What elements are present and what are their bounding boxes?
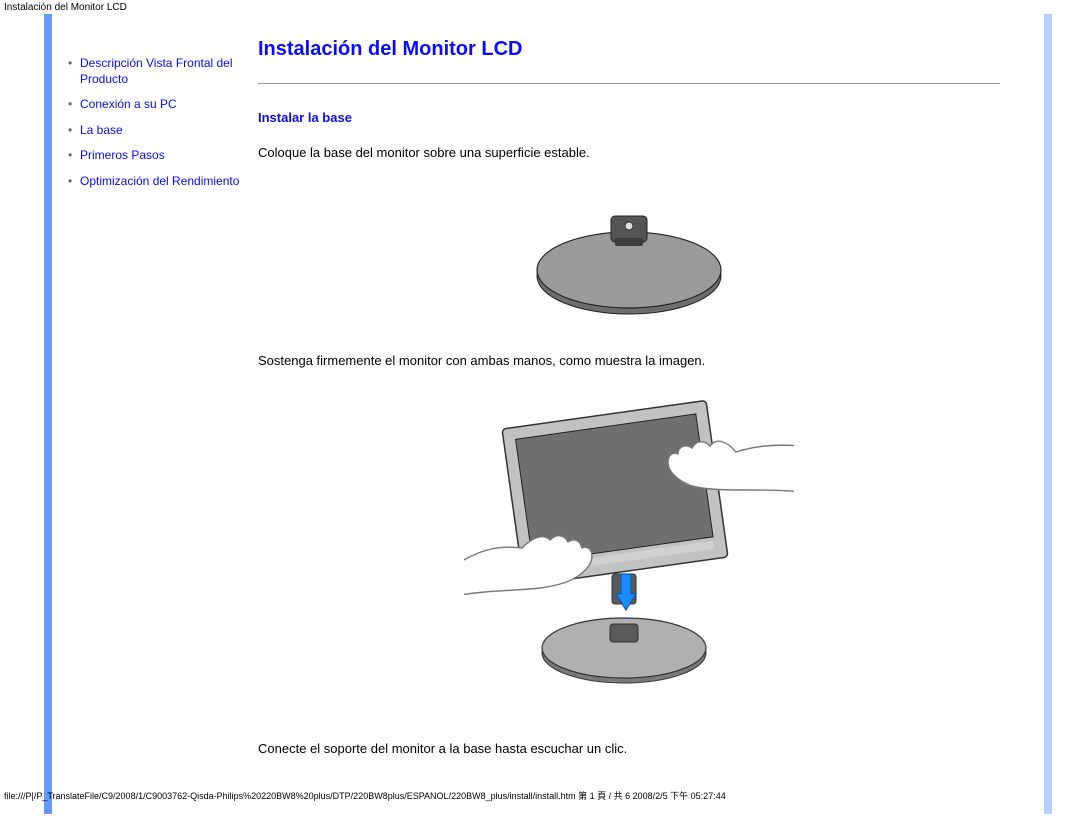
bullet-icon: • [68,56,80,72]
page-body: • Descripción Vista Frontal del Producto… [56,14,1040,798]
step-1-text: Coloque la base del monitor sobre una su… [258,145,1000,160]
section-title: Instalar la base [258,110,1000,125]
figure-base-standalone [258,178,1000,323]
bullet-icon: • [68,97,80,113]
bullet-icon: • [68,148,80,164]
bullet-icon: • [68,174,80,190]
sidebar-item[interactable]: • Conexión a su PC [68,97,258,113]
sidebar-link-connect-pc[interactable]: Conexión a su PC [80,97,177,113]
base-illustration-icon [519,178,739,318]
step-3-text: Conecte el soporte del monitor a la base… [258,741,1000,756]
left-accent-bar [44,14,52,814]
sidebar-link-performance-opt[interactable]: Optimización del Rendimiento [80,174,239,190]
title-rule [258,83,1000,84]
sidebar-item[interactable]: • La base [68,123,258,139]
figure-hold-monitor [258,386,1000,711]
sidebar-item[interactable]: • Descripción Vista Frontal del Producto [68,56,258,87]
sidebar-link-front-view[interactable]: Descripción Vista Frontal del Producto [80,56,258,87]
page-title: Instalación del Monitor LCD [258,38,1000,61]
sidebar-nav: • Descripción Vista Frontal del Producto… [68,38,258,774]
window-path-header: Instalación del Monitor LCD [0,0,1080,14]
sidebar-link-getting-started[interactable]: Primeros Pasos [80,148,165,164]
hold-monitor-illustration-icon [464,386,794,706]
sidebar-link-the-base[interactable]: La base [80,123,123,139]
sidebar-item[interactable]: • Primeros Pasos [68,148,258,164]
sidebar-item[interactable]: • Optimización del Rendimiento [68,174,258,190]
right-accent-bar [1044,14,1052,814]
step-2-text: Sostenga firmemente el monitor con ambas… [258,353,1000,368]
main-content: Instalación del Monitor LCD Instalar la … [258,38,1040,774]
bullet-icon: • [68,123,80,139]
footer-file-path: file:///P|/P_TranslateFile/C9/2008/1/C90… [4,789,726,802]
